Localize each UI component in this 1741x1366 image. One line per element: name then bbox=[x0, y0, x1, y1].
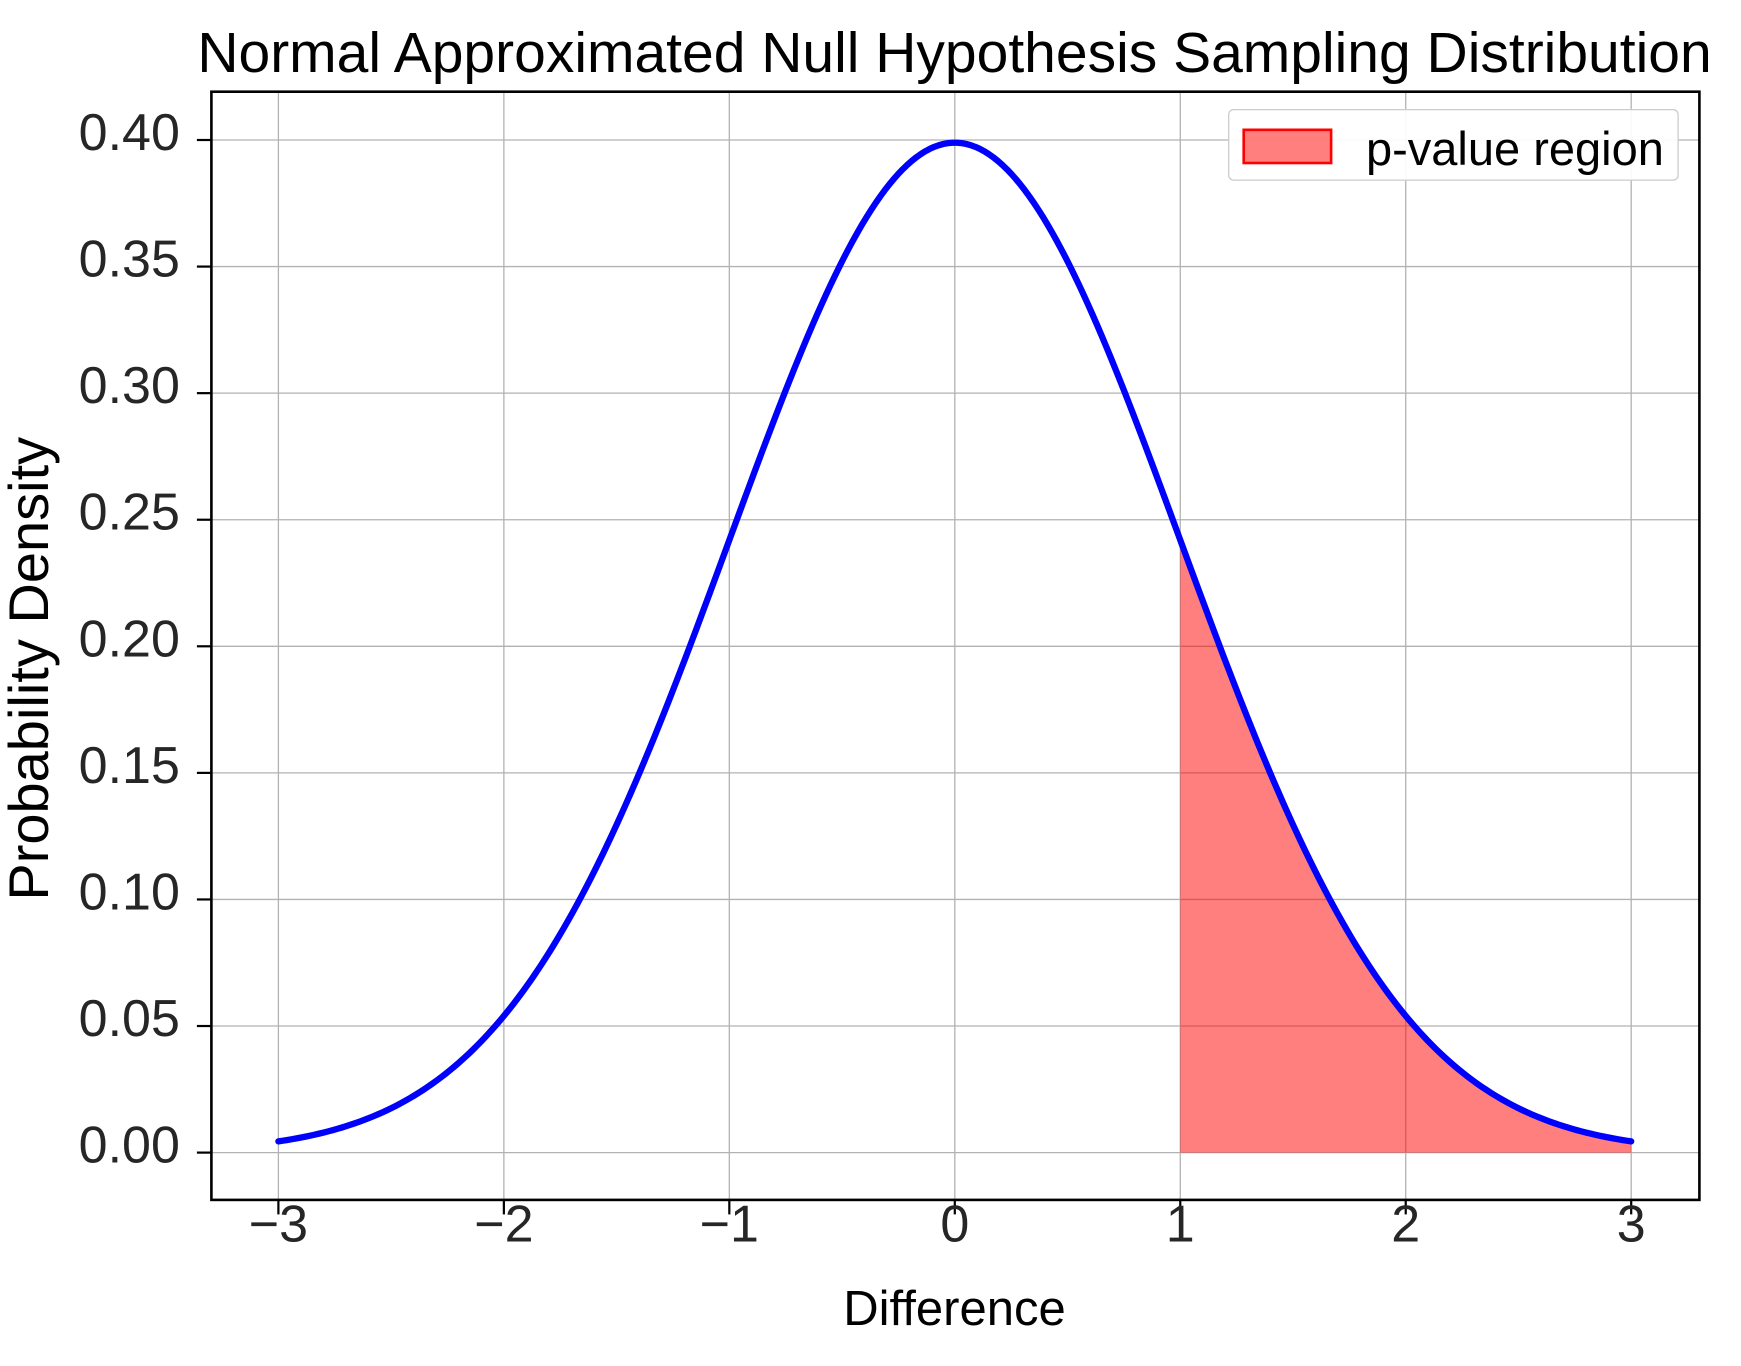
svg-text:Probability Density: Probability Density bbox=[0, 437, 60, 901]
svg-text:−1: −1 bbox=[700, 1195, 759, 1253]
svg-text:0.25: 0.25 bbox=[79, 484, 180, 542]
svg-text:0: 0 bbox=[940, 1195, 969, 1253]
svg-text:0.00: 0.00 bbox=[79, 1117, 180, 1175]
svg-text:0.10: 0.10 bbox=[79, 863, 180, 921]
svg-text:2: 2 bbox=[1391, 1195, 1420, 1253]
svg-text:0.20: 0.20 bbox=[79, 610, 180, 668]
svg-text:1: 1 bbox=[1166, 1195, 1195, 1253]
svg-text:−3: −3 bbox=[249, 1195, 308, 1253]
svg-text:p-value region: p-value region bbox=[1366, 122, 1664, 175]
svg-text:0.35: 0.35 bbox=[79, 231, 180, 289]
svg-text:0.05: 0.05 bbox=[79, 990, 180, 1048]
svg-text:0.15: 0.15 bbox=[79, 737, 180, 795]
svg-text:0.30: 0.30 bbox=[79, 357, 180, 415]
svg-text:−2: −2 bbox=[474, 1195, 533, 1253]
svg-text:3: 3 bbox=[1617, 1195, 1646, 1253]
svg-text:0.40: 0.40 bbox=[79, 104, 180, 162]
svg-text:Difference: Difference bbox=[843, 1282, 1065, 1336]
svg-text:Normal Approximated Null Hypot: Normal Approximated Null Hypothesis Samp… bbox=[197, 21, 1711, 85]
